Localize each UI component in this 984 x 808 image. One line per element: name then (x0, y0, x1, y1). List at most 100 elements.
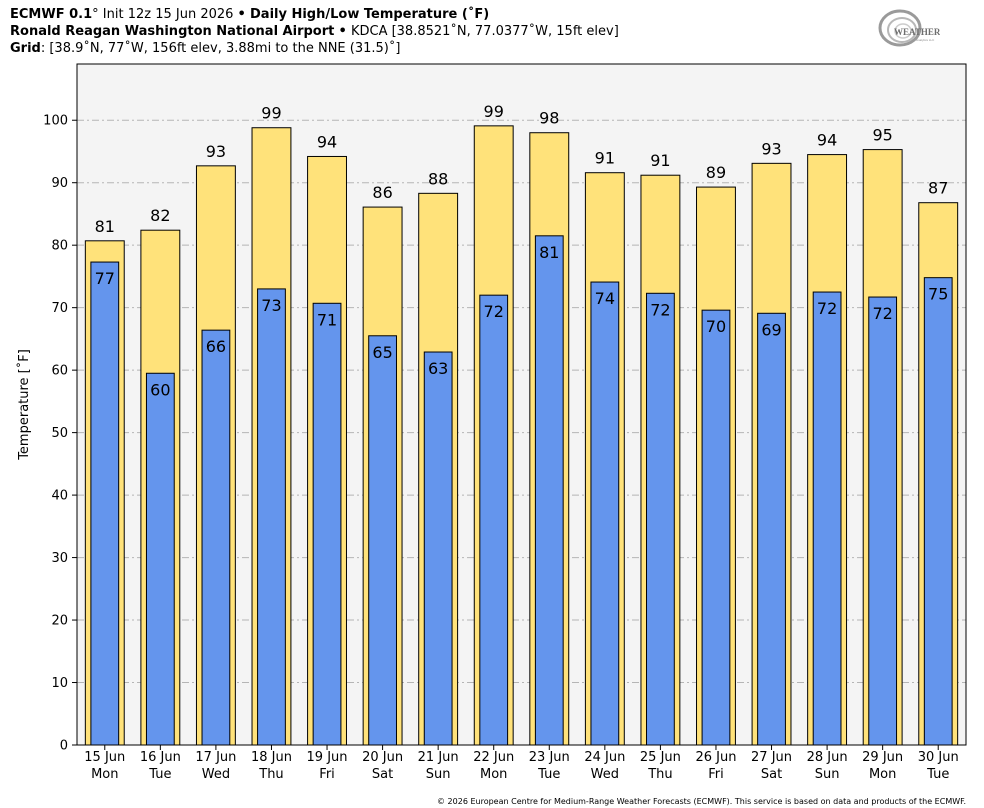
high-value-label: 91 (650, 151, 670, 170)
low-value-label: 69 (761, 320, 781, 339)
y-tick-label: 40 (51, 489, 68, 504)
low-temperature-bars (90, 235, 953, 746)
low-bar (646, 292, 675, 746)
x-tick-label-weekday: Fri (319, 767, 335, 782)
low-value-label: 70 (706, 317, 726, 336)
y-tick-label: 90 (51, 176, 68, 191)
y-tick-label: 20 (51, 614, 68, 629)
x-tick-label-weekday: Fri (708, 767, 724, 782)
low-bar (423, 351, 453, 746)
y-tick-label: 10 (51, 676, 68, 691)
x-tick-label-date: 24 Jun (584, 750, 625, 765)
plot-frame (76, 63, 967, 746)
x-tick-label-date: 26 Jun (695, 750, 736, 765)
x-tick-label-weekday: Thu (258, 767, 283, 782)
x-tick-label-date: 23 Jun (529, 750, 570, 765)
low-value-label: 65 (372, 343, 392, 362)
x-tick-label-weekday: Wed (202, 767, 230, 782)
low-value-label: 74 (595, 289, 615, 308)
y-tick-label: 0 (60, 739, 68, 754)
x-tick-label-weekday: Tue (926, 767, 949, 782)
low-value-label: 75 (928, 285, 948, 304)
x-tick-label-date: 25 Jun (640, 750, 681, 765)
high-value-label: 98 (539, 109, 559, 128)
y-tick-label: 70 (51, 301, 68, 316)
x-tick-label-date: 19 Jun (307, 750, 348, 765)
x-tick-label-date: 16 Jun (140, 750, 181, 765)
low-value-label: 72 (872, 304, 892, 323)
x-tick-label-weekday: Wed (591, 767, 619, 782)
x-tick-label-date: 30 Jun (918, 750, 959, 765)
x-tick-label-weekday: Mon (91, 767, 118, 782)
low-value-label: 72 (484, 302, 504, 321)
high-value-label: 82 (150, 206, 170, 225)
x-axis: 15 Jun Mon 16 Jun Tue 17 Jun Wed 18 Jun Thu 19 J… (84, 745, 959, 782)
x-tick-label-date: 29 Jun (862, 750, 903, 765)
x-tick-label-date: 17 Jun (195, 750, 236, 765)
high-value-label: 86 (372, 183, 392, 202)
x-tick-label-date: 18 Jun (251, 750, 292, 765)
y-tick-label: 80 (51, 239, 68, 254)
low-bar (145, 372, 175, 746)
logo-subtext: Analytics LLC (916, 38, 935, 42)
high-value-label: 81 (95, 217, 115, 236)
low-value-label: 72 (650, 300, 670, 319)
low-value-label: 73 (261, 296, 281, 315)
low-bar (701, 309, 731, 746)
x-tick-label-weekday: Mon (869, 767, 896, 782)
y-tick-label: 60 (51, 364, 68, 379)
high-value-label: 89 (706, 163, 726, 182)
x-tick-label-weekday: Tue (148, 767, 171, 782)
weatherbell-logo: WEATHERBELL Analytics LLC (878, 9, 940, 47)
grid-label: Grid (10, 41, 41, 56)
x-tick-label-weekday: Thu (647, 767, 672, 782)
logo-text: WEATHERBELL (894, 27, 940, 37)
chart-header-line-2: Ronald Reagan Washington National Airpor… (10, 23, 619, 40)
high-value-label: 95 (872, 126, 892, 145)
x-tick-label-weekday: Sun (815, 767, 840, 782)
station-name: Ronald Reagan Washington National Airpor… (10, 24, 335, 39)
x-tick-label-date: 28 Jun (807, 750, 848, 765)
station-details: KDCA [38.8521˚N, 77.0377˚W, 15ft elev] (350, 24, 619, 39)
low-value-label: 71 (317, 310, 337, 329)
high-value-label: 99 (484, 102, 504, 121)
chart-header-line-3: Grid: [38.9˚N, 77˚W, 156ft elev, 3.88mi … (10, 40, 400, 57)
low-bar (368, 335, 397, 746)
model-name: ECMWF 0.1 (10, 7, 93, 22)
low-bar (90, 261, 120, 746)
y-axis-label: Temperature [˚F] (16, 349, 32, 461)
low-bar (534, 235, 564, 746)
x-tick-label-date: 15 Jun (84, 750, 125, 765)
high-value-label: 88 (428, 169, 448, 188)
low-value-label: 72 (817, 299, 837, 318)
high-value-label: 87 (928, 179, 948, 198)
high-value-label: 93 (206, 142, 226, 161)
chart-header-line-1: ECMWF 0.1° Init 12z 15 Jun 2026 • Daily … (10, 6, 489, 23)
x-tick-label-date: 21 Jun (418, 750, 459, 765)
model-degree: ° (92, 7, 99, 22)
x-tick-label-weekday: Tue (537, 767, 560, 782)
x-tick-label-weekday: Sat (372, 767, 393, 782)
low-bar (923, 277, 953, 746)
copyright-footer: © 2026 European Centre for Medium-Range … (437, 797, 966, 806)
x-tick-label-weekday: Mon (480, 767, 507, 782)
y-tick-label: 30 (51, 551, 68, 566)
low-bar (590, 281, 620, 746)
low-value-label: 66 (206, 337, 226, 356)
y-tick-label: 50 (51, 426, 68, 441)
header-separator: • (237, 7, 246, 22)
high-value-label: 91 (595, 149, 615, 168)
x-tick-label-weekday: Sat (761, 767, 782, 782)
low-bar (312, 302, 342, 746)
grid-details: : [38.9˚N, 77˚W, 156ft elev, 3.88mi to t… (40, 41, 401, 56)
low-bar (479, 294, 509, 746)
x-tick-label-date: 27 Jun (751, 750, 792, 765)
high-value-label: 93 (761, 139, 781, 158)
low-bar (868, 296, 898, 746)
chart-title: Daily High/Low Temperature (˚F) (250, 7, 490, 22)
low-value-label: 77 (95, 269, 115, 288)
low-value-label: 81 (539, 243, 559, 262)
low-value-label: 60 (150, 380, 170, 399)
low-bar (757, 312, 786, 746)
